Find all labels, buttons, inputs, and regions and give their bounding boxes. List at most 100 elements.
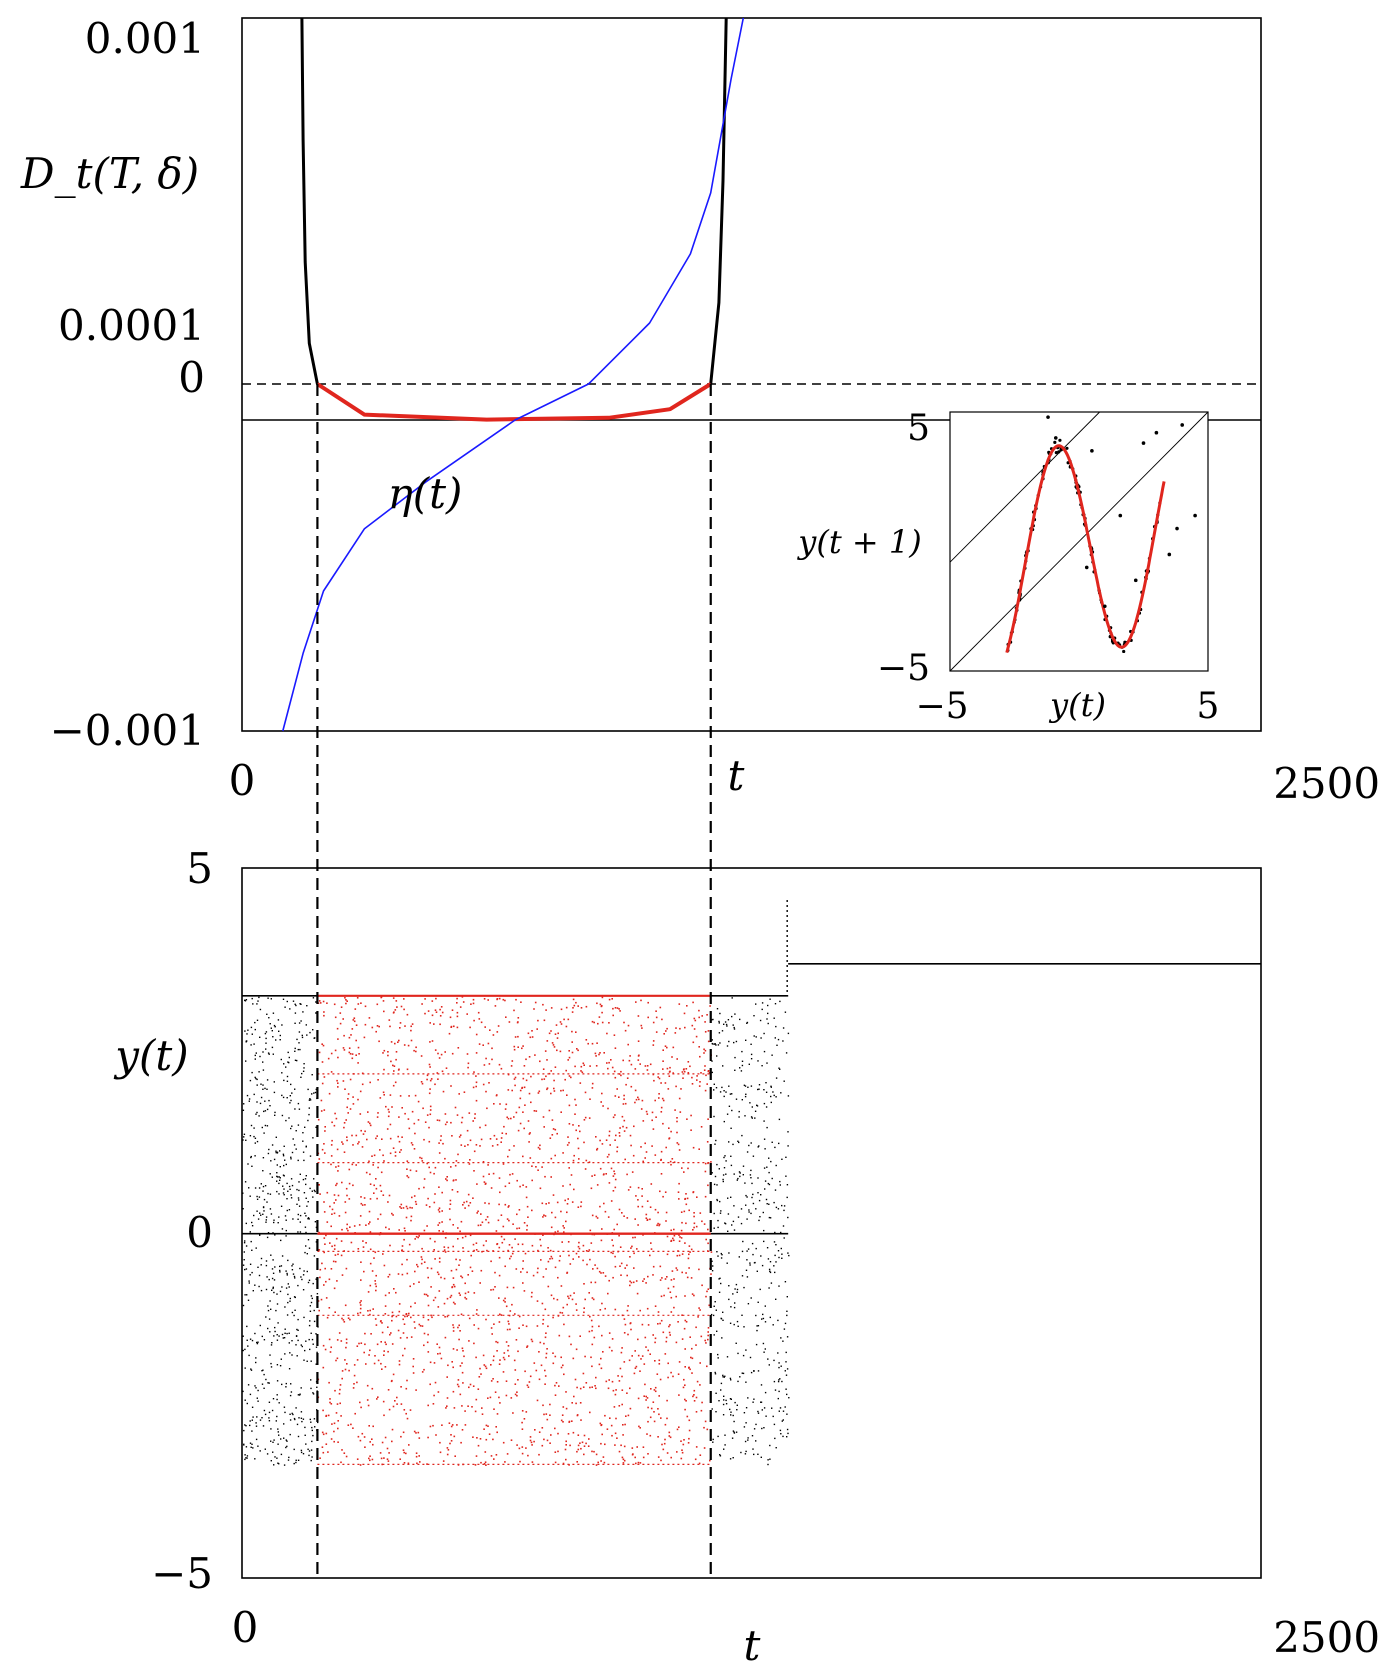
stationary-point — [360, 1002, 362, 1004]
stationary-point — [342, 1319, 345, 1321]
stationary-point — [537, 1249, 539, 1252]
transient-point — [743, 1426, 746, 1428]
stationary-point — [560, 1008, 563, 1011]
transient-point — [740, 1208, 743, 1210]
stationary-point — [383, 1350, 385, 1352]
stationary-point — [353, 1225, 356, 1227]
transient-point — [282, 1096, 285, 1099]
stationary-point — [347, 1424, 350, 1426]
stationary-point — [429, 1041, 431, 1043]
stationary-point — [367, 1121, 370, 1123]
inset-outlier-point — [1053, 436, 1058, 440]
stationary-point — [341, 1274, 344, 1276]
transient-point — [260, 1083, 262, 1085]
transient-point — [737, 1380, 739, 1383]
stationary-point — [444, 1336, 447, 1339]
transient-point — [300, 1417, 303, 1419]
stationary-point — [524, 1370, 526, 1373]
transient-point — [268, 1420, 271, 1422]
stationary-point — [621, 1403, 623, 1406]
stationary-point — [359, 1401, 361, 1404]
stationary-point — [340, 1240, 343, 1242]
stationary-point — [402, 1449, 405, 1451]
stationary-point — [440, 1357, 443, 1360]
stationary-point — [452, 1179, 455, 1182]
stationary-point — [372, 1443, 374, 1446]
stationary-point — [631, 1245, 633, 1248]
transient-point — [303, 1316, 305, 1319]
transient-point — [308, 1279, 311, 1281]
transient-point — [244, 1030, 246, 1032]
stationary-point — [409, 1206, 411, 1209]
transient-point — [786, 1393, 788, 1396]
transient-point — [279, 1179, 281, 1181]
stationary-point — [563, 1373, 565, 1376]
stationary-point — [681, 1071, 684, 1073]
transient-point — [718, 1020, 720, 1023]
stationary-point — [362, 1246, 365, 1248]
transient-point — [755, 1208, 757, 1210]
stationary-point — [447, 1364, 449, 1367]
stationary-point — [498, 1203, 500, 1206]
transient-point — [314, 1091, 317, 1094]
transient-point — [282, 1185, 284, 1187]
stationary-point — [679, 1236, 681, 1238]
transient-point — [252, 1447, 254, 1449]
stationary-point — [496, 1144, 499, 1146]
stationary-point — [375, 1274, 377, 1277]
transient-point — [311, 1338, 314, 1341]
transient-point — [779, 1000, 781, 1003]
transient-point — [781, 1204, 783, 1207]
stationary-point — [485, 1218, 487, 1221]
transient-point — [771, 1407, 773, 1409]
stationary-point — [397, 1273, 400, 1275]
stationary-point — [584, 1168, 587, 1170]
stationary-point — [405, 1205, 408, 1208]
stationary-point — [464, 1145, 466, 1147]
transient-point — [727, 1019, 730, 1021]
stationary-point — [667, 1376, 669, 1379]
transient-point — [303, 1192, 306, 1194]
stationary-point — [507, 1320, 510, 1323]
stationary-point — [582, 1372, 585, 1375]
stationary-point — [533, 1110, 536, 1112]
stationary-point — [486, 1107, 488, 1110]
stationary-point — [602, 1105, 604, 1107]
stationary-point — [523, 1290, 526, 1292]
stationary-point — [611, 998, 613, 1000]
stationary-point — [508, 1205, 510, 1207]
stationary-point — [460, 1313, 463, 1316]
stationary-point — [516, 1213, 518, 1216]
stationary-point — [326, 1221, 329, 1223]
stationary-point — [353, 1364, 356, 1366]
transient-point — [723, 1120, 725, 1123]
transient-point — [299, 1214, 302, 1217]
stationary-point — [337, 1427, 339, 1430]
transient-point — [251, 1033, 253, 1035]
stationary-point — [496, 1094, 498, 1096]
transient-point — [766, 1203, 768, 1205]
stationary-point — [498, 1297, 500, 1299]
stationary-point — [535, 1166, 537, 1168]
transient-point — [781, 1420, 783, 1422]
stationary-point — [646, 1113, 649, 1115]
stationary-point — [463, 1091, 466, 1093]
stationary-point — [383, 1094, 385, 1096]
transient-point — [723, 1090, 725, 1092]
stationary-point — [579, 1082, 582, 1084]
stationary-point — [521, 1421, 523, 1424]
transient-point — [250, 1124, 253, 1127]
transient-point — [728, 1085, 730, 1087]
stationary-point — [385, 1105, 387, 1108]
stationary-point — [421, 1082, 424, 1085]
transient-point — [302, 1151, 305, 1153]
stationary-point — [518, 1327, 520, 1329]
transient-point — [749, 1262, 751, 1264]
transient-point — [297, 1459, 300, 1461]
stationary-point — [333, 1287, 336, 1290]
stationary-point — [596, 1217, 599, 1219]
stationary-point — [428, 1166, 430, 1169]
transient-point — [763, 1102, 766, 1105]
stationary-point — [513, 1145, 515, 1147]
stationary-point — [470, 1003, 472, 1005]
